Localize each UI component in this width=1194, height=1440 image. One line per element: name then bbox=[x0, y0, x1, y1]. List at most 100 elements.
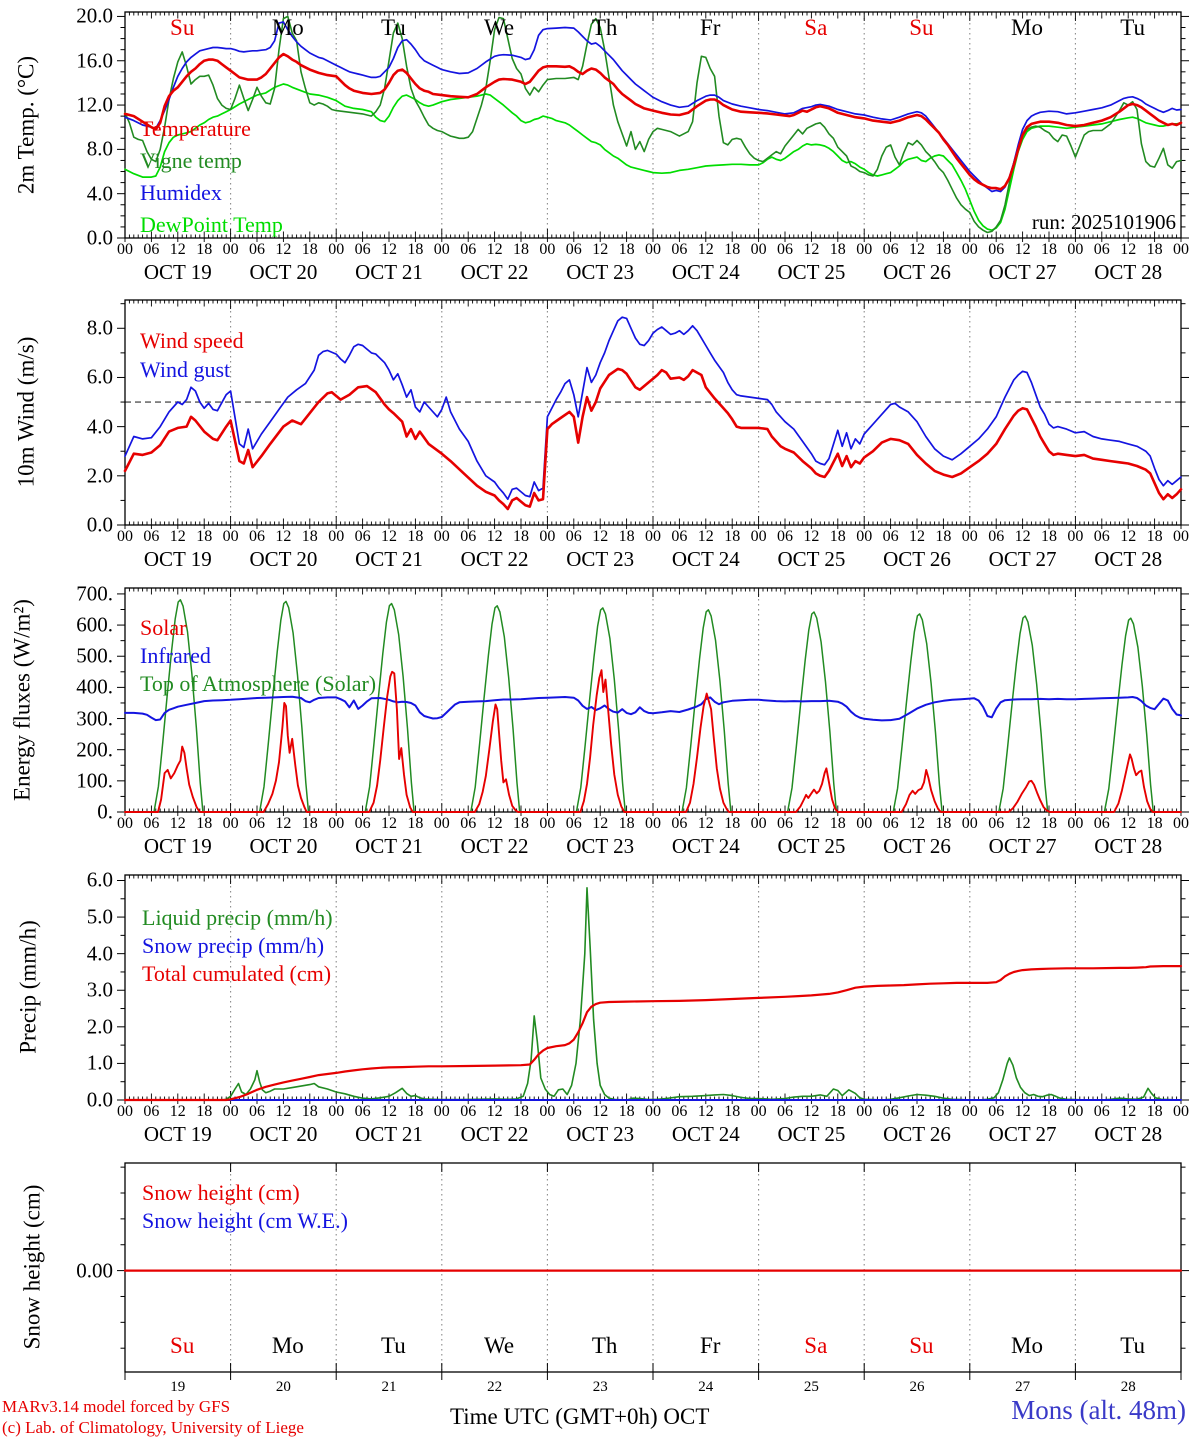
hour-tick-label: 12 bbox=[169, 241, 186, 258]
legend-item: Solar bbox=[140, 615, 187, 640]
hour-tick-label: 12 bbox=[697, 815, 714, 832]
hour-tick-label: 06 bbox=[1093, 241, 1110, 258]
hour-tick-label: 00 bbox=[433, 815, 450, 832]
date-label: OCT 26 bbox=[883, 834, 951, 858]
hour-tick-label: 00 bbox=[645, 815, 661, 832]
hour-tick-label: 06 bbox=[249, 815, 265, 832]
date-label: OCT 20 bbox=[249, 834, 318, 858]
date-label: OCT 22 bbox=[460, 1122, 529, 1146]
day-number-label: 21 bbox=[381, 1379, 397, 1395]
legend-item: Humidex bbox=[140, 180, 222, 205]
date-label: OCT 21 bbox=[355, 1122, 423, 1146]
series-solar bbox=[124, 669, 1182, 813]
date-label: OCT 19 bbox=[143, 260, 212, 284]
hour-tick-label: 06 bbox=[882, 241, 899, 258]
day-number-label: 26 bbox=[909, 1379, 925, 1395]
y-tick-label: 8.0 bbox=[86, 315, 113, 340]
hour-tick-label: 00 bbox=[750, 528, 767, 545]
hour-tick-label: 06 bbox=[565, 815, 582, 832]
hour-tick-label: 00 bbox=[222, 528, 239, 545]
day-name-label: Sa bbox=[804, 15, 828, 40]
hour-tick-label: 06 bbox=[988, 815, 1005, 832]
hour-tick-label: 00 bbox=[1067, 815, 1084, 832]
day-name-label: Su bbox=[909, 1333, 934, 1358]
legend-item: Total cumulated (cm) bbox=[142, 961, 332, 986]
hour-tick-label: 18 bbox=[407, 1103, 424, 1120]
y-tick-label: 400. bbox=[76, 674, 113, 699]
hour-tick-label: 00 bbox=[328, 815, 345, 832]
hour-tick-label: 00 bbox=[750, 1103, 767, 1120]
hour-tick-label: 18 bbox=[196, 1103, 213, 1120]
hour-tick-label: 06 bbox=[565, 528, 582, 545]
y-tick-label: 0.0 bbox=[86, 225, 113, 250]
date-label: OCT 26 bbox=[883, 547, 951, 571]
day-number-label: 20 bbox=[275, 1379, 291, 1395]
hour-tick-label: 00 bbox=[328, 241, 345, 258]
y-tick-label: 12.0 bbox=[76, 92, 113, 117]
hour-tick-label: 00 bbox=[645, 241, 661, 258]
hour-tick-label: 00 bbox=[117, 241, 133, 258]
legend-item: Liquid precip (mm/h) bbox=[142, 905, 333, 930]
y-tick-label: 6.0 bbox=[86, 867, 113, 892]
hour-tick-label: 00 bbox=[433, 1103, 450, 1120]
hour-tick-label: 12 bbox=[381, 815, 397, 832]
hour-tick-label: 00 bbox=[1173, 241, 1189, 258]
hour-tick-label: 00 bbox=[961, 1103, 978, 1120]
date-label: OCT 20 bbox=[249, 1122, 318, 1146]
hour-tick-label: 00 bbox=[328, 528, 345, 545]
hour-tick-label: 18 bbox=[196, 241, 213, 258]
hour-tick-label: 06 bbox=[354, 815, 371, 832]
hour-tick-label: 00 bbox=[117, 1103, 133, 1120]
hour-tick-label: 06 bbox=[143, 1103, 160, 1120]
hour-tick-label: 06 bbox=[249, 528, 265, 545]
hour-tick-label: 12 bbox=[592, 528, 609, 545]
date-label: OCT 27 bbox=[988, 1122, 1057, 1146]
hour-tick-label: 00 bbox=[222, 815, 239, 832]
hour-tick-label: 06 bbox=[354, 528, 371, 545]
legend-item: Vigne temp bbox=[140, 148, 242, 173]
hour-tick-label: 12 bbox=[697, 241, 714, 258]
day-name-label: Th bbox=[591, 15, 618, 40]
hour-tick-label: 06 bbox=[354, 1103, 371, 1120]
hour-tick-label: 06 bbox=[1093, 815, 1110, 832]
hour-tick-label: 06 bbox=[988, 241, 1005, 258]
legend-item: Snow height (cm) bbox=[142, 1180, 300, 1205]
series-vigne-temp bbox=[124, 15, 1182, 234]
hour-tick-label: 12 bbox=[486, 1103, 503, 1120]
date-label: OCT 28 bbox=[1094, 260, 1163, 284]
hour-tick-label: 12 bbox=[909, 815, 925, 832]
hour-tick-label: 18 bbox=[724, 241, 741, 258]
hour-tick-label: 00 bbox=[1173, 815, 1189, 832]
date-label: OCT 24 bbox=[671, 260, 740, 284]
y-axis-title: Energy fluxes (W/m²) bbox=[9, 599, 35, 801]
hour-tick-label: 12 bbox=[1120, 241, 1137, 258]
day-number-label: 28 bbox=[1120, 1379, 1136, 1395]
hour-tick-label: 06 bbox=[671, 241, 688, 258]
date-label: OCT 28 bbox=[1094, 547, 1163, 571]
hour-tick-label: 00 bbox=[433, 528, 450, 545]
date-label: OCT 19 bbox=[143, 1122, 212, 1146]
hour-tick-label: 18 bbox=[1041, 815, 1057, 832]
date-label: OCT 22 bbox=[460, 547, 529, 571]
hour-tick-label: 18 bbox=[935, 241, 952, 258]
hour-tick-label: 18 bbox=[407, 528, 424, 545]
series-infrared bbox=[124, 695, 1182, 722]
hour-tick-label: 18 bbox=[1041, 241, 1057, 258]
hour-tick-label: 00 bbox=[961, 241, 978, 258]
hour-tick-label: 18 bbox=[301, 528, 318, 545]
hour-tick-label: 18 bbox=[1041, 1103, 1057, 1120]
day-name-label: Su bbox=[170, 1333, 195, 1358]
y-tick-label: 16.0 bbox=[76, 48, 113, 73]
hour-tick-label: 06 bbox=[460, 1103, 477, 1120]
date-label: OCT 25 bbox=[777, 1122, 846, 1146]
hour-tick-label: 06 bbox=[882, 528, 899, 545]
day-name-label: Mo bbox=[1011, 1333, 1043, 1358]
hour-tick-label: 06 bbox=[777, 815, 793, 832]
date-label: OCT 24 bbox=[671, 834, 740, 858]
hour-tick-label: 12 bbox=[592, 815, 609, 832]
legend-item: Temperature bbox=[140, 116, 251, 141]
day-name-label: Mo bbox=[271, 15, 304, 40]
hour-tick-label: 06 bbox=[143, 241, 160, 258]
hour-tick-label: 00 bbox=[539, 241, 556, 258]
hour-tick-label: 18 bbox=[1146, 241, 1163, 258]
